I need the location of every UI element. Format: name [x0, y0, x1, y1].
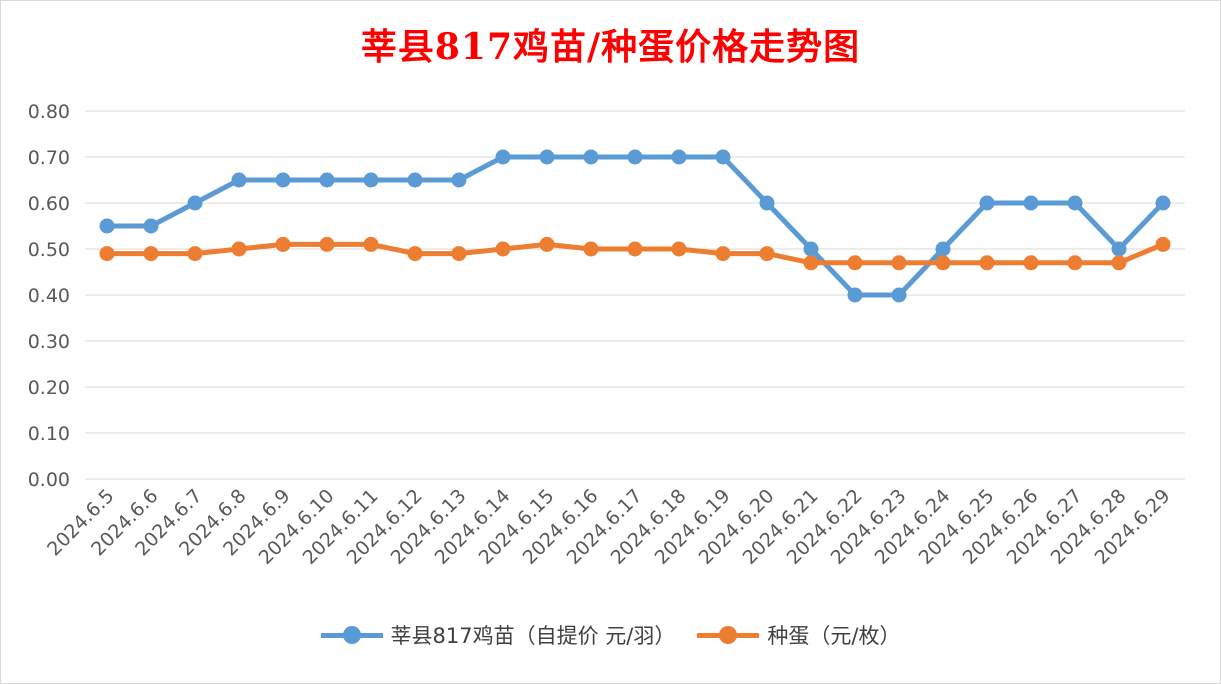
y-tick-label: 0.40 — [28, 285, 70, 307]
data-point-series-1 — [451, 246, 467, 262]
y-tick-label: 0.80 — [28, 101, 70, 123]
data-point-series-1 — [319, 236, 335, 252]
data-point-series-0 — [1111, 241, 1127, 257]
data-point-series-1 — [275, 236, 291, 252]
data-point-series-0 — [671, 149, 687, 165]
data-point-series-1 — [187, 246, 203, 262]
y-tick-label: 0.20 — [28, 377, 70, 399]
data-point-series-0 — [319, 172, 335, 188]
data-point-series-0 — [363, 172, 379, 188]
y-tick-label: 0.00 — [28, 469, 70, 491]
data-point-series-0 — [539, 149, 555, 165]
data-point-series-0 — [1155, 195, 1171, 211]
data-point-series-0 — [275, 172, 291, 188]
data-point-series-1 — [143, 246, 159, 262]
data-point-series-1 — [979, 255, 995, 271]
data-point-series-0 — [979, 195, 995, 211]
chart-title: 莘县817鸡苗/种蛋价格走势图 — [360, 26, 861, 68]
data-point-series-1 — [1023, 255, 1039, 271]
data-point-series-1 — [935, 255, 951, 271]
data-point-series-0 — [627, 149, 643, 165]
data-point-series-1 — [891, 255, 907, 271]
data-point-series-0 — [143, 218, 159, 234]
data-point-series-0 — [935, 241, 951, 257]
data-point-series-0 — [495, 149, 511, 165]
legend-item-egg: 种蛋（元/枚） — [697, 620, 900, 650]
data-point-series-1 — [231, 241, 247, 257]
y-tick-label: 0.60 — [28, 193, 70, 215]
data-point-series-0 — [759, 195, 775, 211]
legend-marker-chick — [342, 626, 361, 644]
data-point-series-1 — [1155, 236, 1171, 252]
y-tick-label: 0.50 — [28, 239, 70, 261]
data-point-series-1 — [715, 246, 731, 262]
data-point-series-0 — [1023, 195, 1039, 211]
data-point-series-1 — [671, 241, 687, 257]
data-point-series-1 — [1067, 255, 1083, 271]
data-point-series-1 — [627, 241, 643, 257]
data-point-series-0 — [231, 172, 247, 188]
legend-marker-egg — [719, 626, 738, 644]
legend-swatch-chick — [320, 625, 383, 645]
data-point-series-0 — [1067, 195, 1083, 211]
legend-swatch-egg — [697, 625, 760, 645]
data-point-series-0 — [803, 241, 819, 257]
data-point-series-1 — [803, 255, 819, 271]
y-tick-label: 0.10 — [28, 423, 70, 445]
data-point-series-1 — [1111, 255, 1127, 271]
data-point-series-1 — [583, 241, 599, 257]
legend-label-egg: 种蛋（元/枚） — [767, 624, 901, 648]
data-point-series-0 — [99, 218, 115, 234]
data-point-series-1 — [847, 255, 863, 271]
legend-label-chick: 莘县817鸡苗（自提价 元/羽） — [390, 624, 676, 648]
data-point-series-1 — [759, 246, 775, 262]
data-point-series-0 — [891, 287, 907, 303]
data-point-series-1 — [363, 236, 379, 252]
data-point-series-0 — [583, 149, 599, 165]
data-point-series-0 — [187, 195, 203, 211]
legend-item-chick: 莘县817鸡苗（自提价 元/羽） — [320, 620, 676, 650]
chart-legend: 莘县817鸡苗（自提价 元/羽） 种蛋（元/枚） — [0, 620, 1221, 650]
data-point-series-1 — [539, 236, 555, 252]
data-point-series-0 — [847, 287, 863, 303]
series-line-0 — [104, 154, 1166, 298]
data-point-series-1 — [407, 246, 423, 262]
data-point-series-0 — [451, 172, 467, 188]
y-tick-label: 0.30 — [28, 331, 70, 353]
data-point-series-0 — [407, 172, 423, 188]
y-tick-label: 0.70 — [28, 147, 70, 169]
data-point-series-1 — [99, 246, 115, 262]
data-point-series-1 — [495, 241, 511, 257]
data-point-series-0 — [715, 149, 731, 165]
